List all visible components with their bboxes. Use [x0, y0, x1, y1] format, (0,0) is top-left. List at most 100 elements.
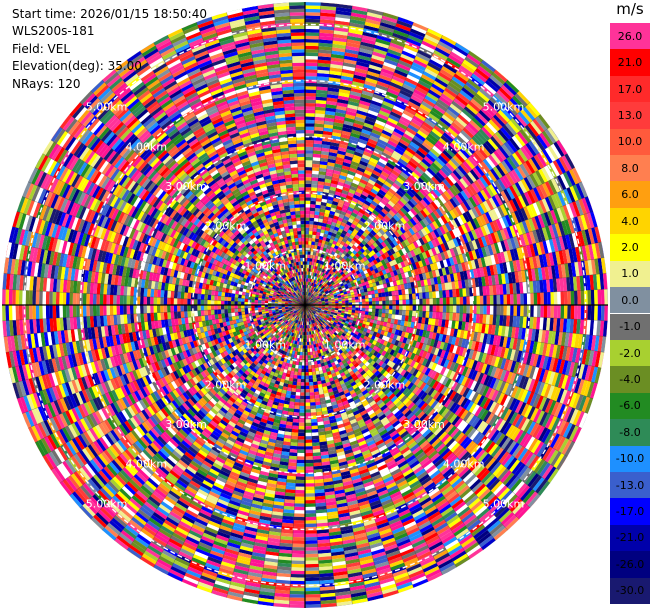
- velocity-gate: [305, 99, 316, 104]
- velocity-gate: [449, 297, 454, 305]
- velocity-gate: [310, 282, 313, 286]
- velocity-gate: [311, 187, 318, 192]
- velocity-gate: [305, 52, 319, 57]
- velocity-gate: [305, 210, 310, 215]
- velocity-gate: [422, 298, 427, 305]
- velocity-gate: [365, 298, 369, 302]
- velocity-gate: [315, 238, 319, 243]
- velocity-gate: [404, 288, 409, 295]
- velocity-gate: [328, 189, 336, 195]
- velocity-gate: [305, 42, 319, 47]
- velocity-gate: [329, 67, 343, 73]
- velocity-gate: [600, 305, 605, 321]
- velocity-gate: [305, 5, 321, 10]
- velocity-gate: [399, 299, 403, 305]
- velocity-gate: [346, 107, 358, 114]
- velocity-gate: [319, 32, 334, 38]
- velocity-gate: [332, 200, 339, 206]
- velocity-gate: [351, 9, 368, 16]
- velocity-gate: [314, 123, 324, 128]
- velocity-gate: [320, 205, 326, 210]
- velocity-gate: [325, 223, 331, 229]
- velocity-gate: [305, 204, 311, 208]
- velocity-gate: [318, 174, 326, 179]
- velocity-gate: [449, 305, 454, 313]
- velocity-gate: [380, 18, 397, 27]
- velocity-gate: [350, 15, 366, 22]
- velocity-gate: [500, 305, 504, 316]
- velocity-gate: [344, 55, 358, 62]
- velocity-gate: [356, 61, 370, 68]
- velocity-gate: [327, 90, 339, 96]
- velocity-gate: [323, 124, 334, 129]
- velocity-gate: [350, 12, 367, 19]
- velocity-gate: [405, 299, 410, 305]
- velocity-gate: [395, 309, 400, 315]
- velocity-gate: [486, 295, 491, 305]
- velocity-gate: [371, 54, 386, 62]
- velocity-gate: [362, 31, 378, 39]
- velocity-gate: [476, 305, 481, 315]
- velocity-gate: [355, 307, 359, 311]
- velocity-gate: [503, 305, 507, 316]
- velocity-gate: [305, 55, 318, 60]
- velocity-gate: [339, 174, 347, 181]
- velocity-gate: [600, 368, 608, 386]
- velocity-gate: [361, 90, 374, 97]
- velocity-gate: [439, 297, 443, 305]
- velocity-gate: [307, 261, 310, 265]
- velocity-gate: [308, 268, 311, 272]
- velocity-gate: [466, 305, 470, 314]
- velocity-gate: [375, 38, 391, 46]
- velocity-gate: [324, 209, 331, 214]
- velocity-gate: [321, 226, 326, 231]
- velocity-gate: [587, 305, 592, 320]
- velocity-gate: [331, 135, 341, 141]
- velocity-gate: [325, 104, 337, 109]
- velocity-gate: [333, 33, 348, 39]
- velocity-gate: [307, 285, 310, 289]
- velocity-gate: [349, 22, 365, 29]
- velocity-gate: [323, 233, 328, 238]
- velocity-gate: [374, 293, 379, 298]
- velocity-gate: [493, 295, 497, 305]
- velocity-gate: [428, 311, 433, 319]
- velocity-gate: [314, 113, 326, 118]
- velocity-gate: [316, 86, 328, 91]
- velocity-gate: [455, 288, 460, 298]
- velocity-gate: [438, 290, 443, 298]
- velocity-gate: [493, 305, 497, 315]
- velocity-gate: [378, 312, 382, 318]
- velocity-gate: [557, 291, 561, 305]
- velocity-gate: [354, 67, 368, 75]
- velocity-gate: [314, 130, 324, 135]
- velocity-gate: [315, 235, 320, 240]
- velocity-gate: [312, 234, 317, 239]
- velocity-gate: [312, 153, 321, 158]
- velocity-gate: [305, 170, 312, 174]
- velocity-gate: [328, 213, 335, 219]
- velocity-gate: [342, 161, 351, 168]
- velocity-gate: [305, 15, 321, 20]
- velocity-gate: [385, 309, 390, 314]
- velocity-gate: [358, 48, 373, 55]
- velocity-gate: [348, 29, 364, 35]
- velocity-gate: [346, 42, 361, 49]
- velocity-gate: [563, 305, 568, 319]
- velocity-gate: [449, 312, 453, 321]
- velocity-gate: [489, 295, 494, 305]
- velocity-gate: [338, 143, 348, 149]
- velocity-gate: [510, 305, 514, 316]
- velocity-gate: [332, 40, 347, 46]
- velocity-gate: [543, 305, 548, 318]
- velocity-gate: [483, 295, 487, 305]
- velocity-gate: [540, 292, 544, 305]
- velocity-gate: [356, 109, 368, 117]
- velocity-gate: [385, 296, 390, 301]
- velocity-gate: [320, 229, 325, 234]
- velocity-gate: [320, 154, 329, 159]
- velocity-gate: [316, 231, 321, 236]
- velocity-gate: [388, 313, 393, 319]
- velocity-gate: [352, 126, 363, 133]
